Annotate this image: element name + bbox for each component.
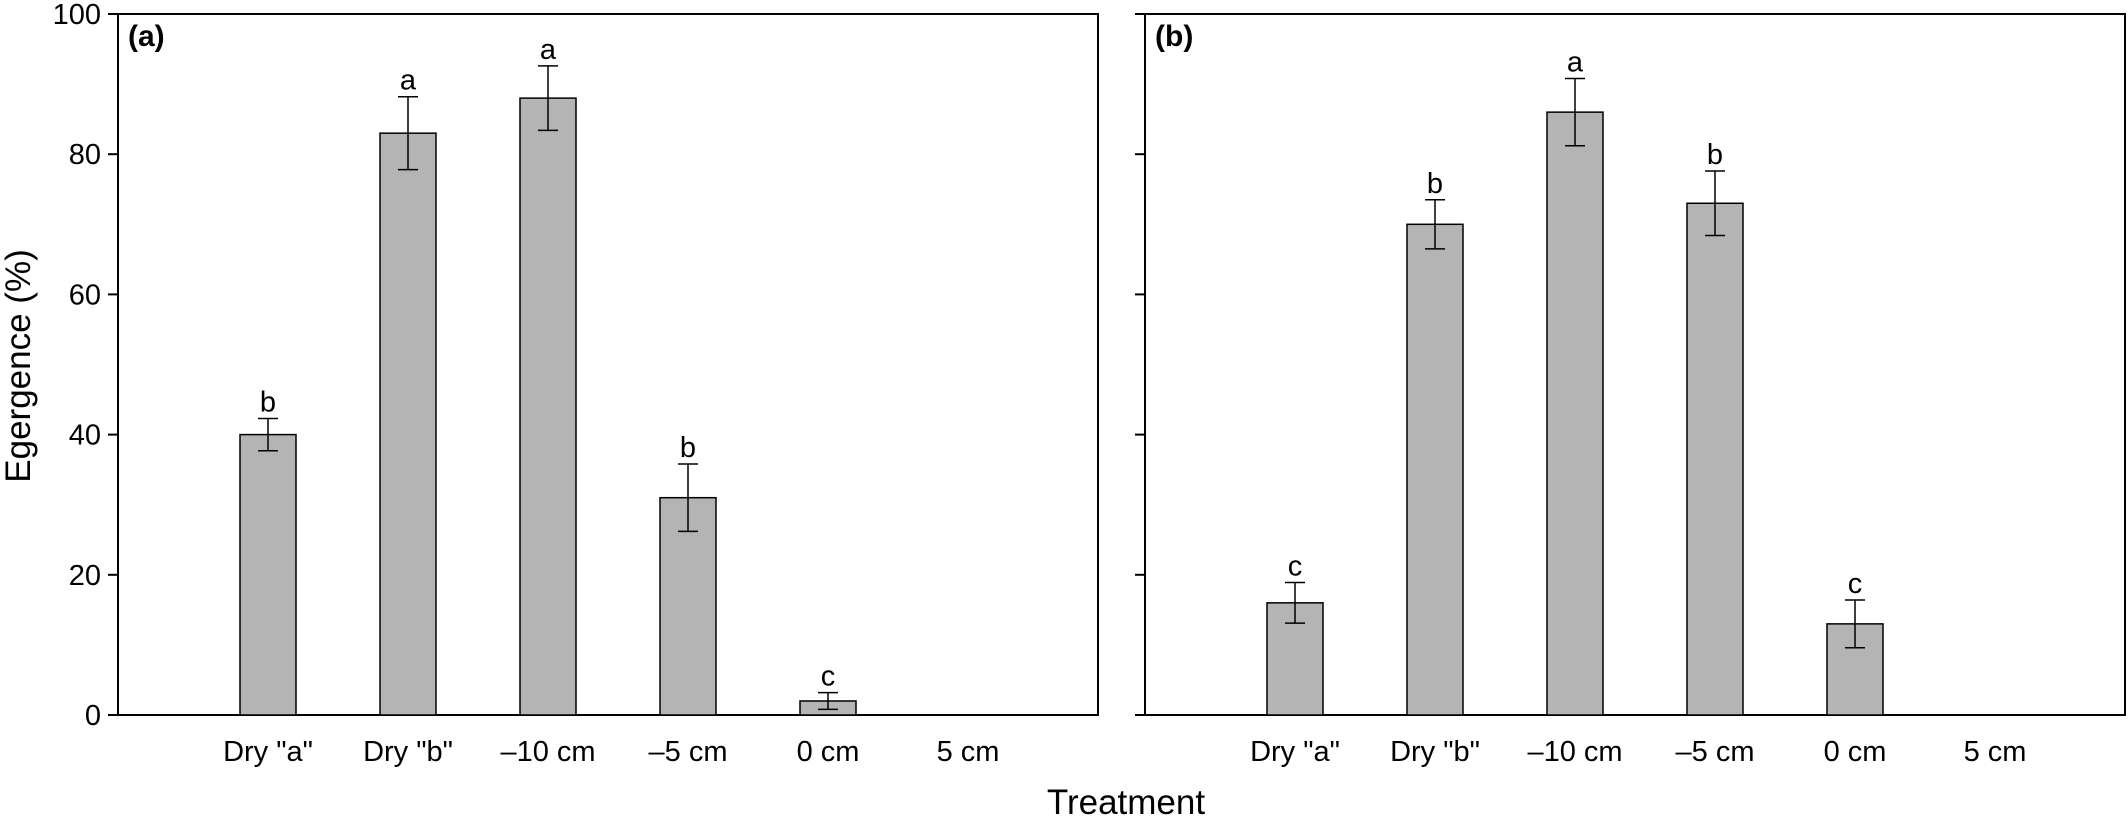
x-tick-label: Dry "b" <box>363 736 453 768</box>
significance-label: b <box>1427 168 1443 200</box>
significance-label: a <box>400 65 417 97</box>
x-tick-label: Dry "a" <box>223 736 313 768</box>
y-tick-label: 20 <box>69 560 101 592</box>
y-tick-label: 80 <box>69 139 101 171</box>
significance-label: b <box>1707 139 1723 171</box>
x-tick-label: –10 cm <box>1527 736 1622 768</box>
plot-frame <box>1144 13 2126 716</box>
panel-label: (a) <box>128 20 165 53</box>
bar <box>1546 111 1604 716</box>
significance-label: c <box>821 661 836 693</box>
significance-label: b <box>680 432 696 464</box>
significance-label: b <box>260 386 276 418</box>
significance-label: a <box>1567 46 1584 78</box>
y-tick-label: 100 <box>53 0 101 31</box>
panel-label: (b) <box>1155 20 1193 53</box>
y-axis-title: Egergence (%) <box>0 249 38 482</box>
bar <box>519 97 577 716</box>
y-tick-label: 0 <box>85 700 101 732</box>
bar <box>1686 202 1744 716</box>
x-axis-title: Treatment <box>1047 783 1205 816</box>
significance-label: c <box>1288 551 1303 583</box>
chart-panel-1: (b) c Dry "a" b Dry "b" a –10 cm b –5 cm c 0 cm 5 c… <box>1135 13 2126 768</box>
bar <box>239 433 297 716</box>
chart-panel-0: (a) 0 20 40 60 80 100 b Dry "a" a Dry "b" a –10 cm b –… <box>53 0 1099 768</box>
bar <box>1406 223 1464 716</box>
x-tick-label: Dry "b" <box>1390 736 1480 768</box>
y-tick-label: 60 <box>69 279 101 311</box>
significance-label: a <box>540 34 557 66</box>
bar <box>379 132 437 716</box>
x-tick-label: –5 cm <box>649 736 728 768</box>
x-tick-label: 0 cm <box>1824 736 1887 768</box>
x-tick-label: –10 cm <box>500 736 595 768</box>
y-tick-label: 40 <box>69 420 101 452</box>
x-tick-label: Dry "a" <box>1250 736 1340 768</box>
x-tick-label: 5 cm <box>937 736 1000 768</box>
x-tick-label: 5 cm <box>1964 736 2027 768</box>
plot-frame <box>117 13 1099 716</box>
significance-label: c <box>1848 568 1863 600</box>
x-tick-label: –5 cm <box>1676 736 1755 768</box>
x-tick-label: 0 cm <box>797 736 860 768</box>
